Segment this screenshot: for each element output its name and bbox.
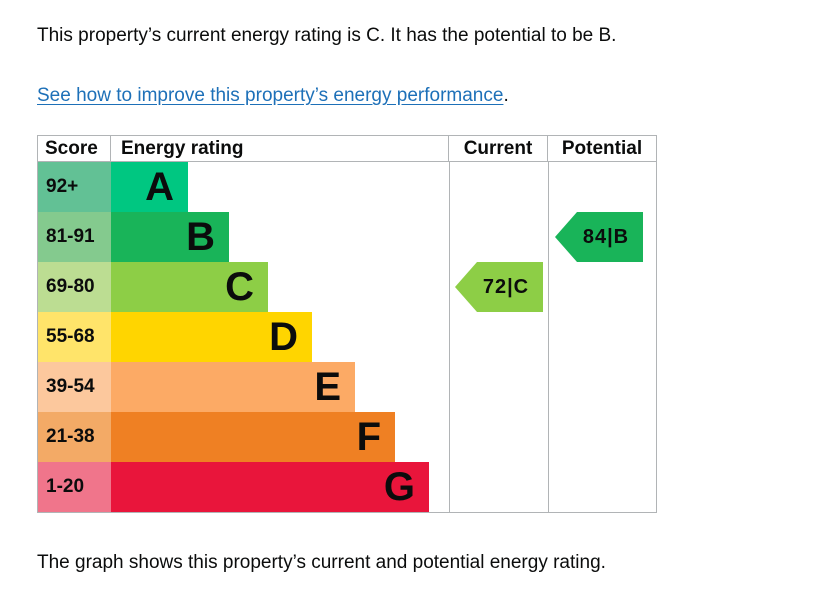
band-bar: G: [111, 462, 429, 512]
chart-header-row: Score Energy rating Current Potential: [38, 136, 656, 162]
improve-energy-performance-link[interactable]: See how to improve this property’s energ…: [37, 85, 504, 106]
band-score: 39-54: [38, 362, 111, 412]
potential-rating-label: 84|B: [582, 225, 630, 248]
current-rating-label: 72|C: [482, 275, 530, 298]
chart-caption: The graph shows this property’s current …: [37, 552, 606, 573]
band-bar: D: [111, 312, 312, 362]
potential-column-divider: [548, 162, 549, 512]
band-row-e: 39-54 E: [38, 362, 656, 412]
band-score: 92+: [38, 162, 111, 212]
chart-body: 92+ A 81-91 B 69-80 C 55-68: [38, 162, 656, 512]
header-potential: Potential: [561, 138, 643, 159]
potential-rating-arrow: 84|B: [555, 212, 643, 262]
band-letter: F: [356, 415, 381, 459]
band-letter: E: [314, 365, 341, 409]
energy-rating-chart: Score Energy rating Current Potential 92…: [37, 135, 657, 513]
header-score: Score: [38, 136, 111, 161]
summary-text: This property’s current energy rating is…: [37, 25, 617, 46]
band-bar: B: [111, 212, 229, 262]
band-row-f: 21-38 F: [38, 412, 656, 462]
band-bar: A: [111, 162, 188, 212]
band-score: 55-68: [38, 312, 111, 362]
band-letter: A: [145, 165, 174, 209]
band-row-a: 92+ A: [38, 162, 656, 212]
band-score: 81-91: [38, 212, 111, 262]
current-rating-arrow: 72|C: [455, 262, 543, 312]
band-letter: B: [186, 215, 215, 259]
header-current: Current: [449, 136, 548, 161]
band-letter: D: [269, 315, 298, 359]
current-column-divider: [449, 162, 450, 512]
band-letter: C: [225, 265, 254, 309]
epc-page: This property’s current energy rating is…: [37, 25, 785, 573]
band-row-c: 69-80 C: [38, 262, 656, 312]
band-score: 21-38: [38, 412, 111, 462]
improve-link-line: See how to improve this property’s energ…: [37, 84, 785, 108]
band-row-g: 1-20 G: [38, 462, 656, 512]
band-bar: F: [111, 412, 395, 462]
band-score: 69-80: [38, 262, 111, 312]
band-letter: G: [383, 465, 415, 509]
band-bar: C: [111, 262, 268, 312]
band-row-d: 55-68 D: [38, 312, 656, 362]
link-suffix: .: [503, 85, 509, 106]
band-row-b: 81-91 B: [38, 212, 656, 262]
header-energy-rating: Energy rating: [111, 136, 449, 161]
band-bar: E: [111, 362, 355, 412]
band-score: 1-20: [38, 462, 111, 512]
